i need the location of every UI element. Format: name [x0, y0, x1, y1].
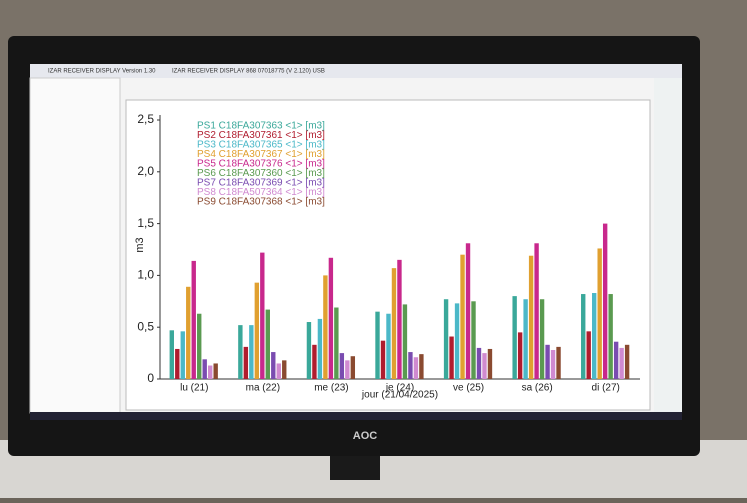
x-tick-label: me (23) — [314, 383, 348, 394]
x-tick-label: sa (26) — [522, 383, 553, 394]
y-tick-label: 2,5 — [137, 112, 154, 126]
bar — [613, 341, 619, 379]
y-tick-label: 0 — [147, 371, 154, 385]
bar — [175, 348, 180, 379]
bar — [391, 268, 397, 379]
bar — [624, 344, 630, 379]
bar — [249, 325, 254, 379]
bar — [512, 296, 517, 379]
y-tick-label: 0,5 — [137, 319, 154, 333]
bar — [328, 257, 334, 379]
bar — [592, 293, 597, 379]
bar — [323, 275, 328, 379]
legend-entry: PS7 C18FA307369 <1> [m3] — [197, 178, 325, 189]
y-axis-label: m3 — [134, 237, 146, 252]
tree-panel — [29, 77, 121, 414]
bar — [482, 353, 487, 379]
bar — [386, 313, 391, 379]
bar — [202, 359, 207, 379]
bar — [597, 248, 602, 379]
bar — [539, 299, 545, 379]
bar — [317, 318, 323, 379]
bar — [238, 325, 243, 379]
bar — [402, 304, 408, 379]
bar — [312, 344, 317, 379]
bar — [306, 322, 312, 379]
legend-entry: PS3 C18FA307365 <1> [m3] — [197, 140, 325, 151]
bar — [534, 243, 539, 379]
legend-entry: PS6 C18FA307360 <1> [m3] — [197, 168, 325, 179]
bar — [471, 301, 476, 379]
bar — [260, 252, 265, 379]
bar — [197, 313, 202, 379]
bar — [454, 303, 460, 379]
x-axis-label: jour (21/04/2025) — [361, 390, 438, 401]
bar — [523, 299, 528, 379]
bar — [350, 356, 356, 379]
legend-entry: PS2 C18FA307361 <1> [m3] — [197, 130, 325, 141]
x-tick-label: lu (21) — [180, 383, 208, 394]
bar — [413, 357, 419, 379]
x-tick-label: ma (22) — [246, 383, 280, 394]
bar — [339, 353, 345, 379]
side-toolbar — [654, 78, 682, 412]
bar — [408, 352, 413, 379]
bar — [465, 243, 471, 379]
window-status: IZAR RECEIVER DISPLAY 868 07018775 (V 2.… — [172, 69, 325, 75]
bar — [282, 360, 287, 379]
bar — [265, 309, 270, 379]
bar — [191, 260, 196, 379]
title-bar — [30, 64, 682, 78]
bar — [517, 332, 523, 379]
bar — [334, 307, 339, 379]
bar — [443, 299, 449, 379]
bar — [271, 352, 276, 379]
bar — [276, 363, 281, 379]
bar — [380, 340, 386, 379]
bar — [345, 360, 350, 379]
bar — [254, 282, 260, 379]
bar — [581, 294, 586, 379]
taskbar — [30, 412, 682, 420]
legend-entry: PS8 C18FA507364 <1> [m3] — [197, 187, 325, 198]
bar — [208, 365, 213, 379]
monitor-brand: AOC — [353, 430, 378, 442]
bar — [186, 286, 191, 379]
bar — [556, 346, 561, 379]
bar — [476, 347, 482, 379]
bar — [169, 330, 174, 379]
bar — [586, 331, 591, 379]
bar — [375, 311, 380, 379]
y-tick-label: 2,0 — [137, 164, 154, 178]
bar — [528, 255, 534, 379]
y-tick-label: 1,5 — [137, 216, 154, 230]
bar — [487, 348, 493, 379]
bar — [397, 259, 402, 379]
legend-entry: PS4 C18FA307367 <1> [m3] — [197, 149, 325, 160]
y-tick-label: 1,0 — [137, 268, 154, 282]
bar — [419, 354, 424, 379]
x-tick-label: di (27) — [592, 383, 620, 394]
bar — [550, 349, 556, 379]
bar — [180, 331, 185, 379]
legend-entry: PS1 C18FA307363 <1> [m3] — [197, 121, 325, 132]
bar — [608, 294, 613, 379]
bar — [449, 336, 454, 379]
legend-entry: PS5 C18FA307376 <1> [m3] — [197, 159, 325, 170]
bar — [460, 254, 465, 379]
x-tick-label: ve (25) — [453, 383, 484, 394]
bar — [243, 346, 249, 379]
window-title: IZAR RECEIVER DISPLAY Version 1.30 — [48, 69, 156, 75]
bar — [545, 344, 550, 379]
x-tick-label: je (24) — [385, 383, 414, 394]
bar — [213, 363, 218, 379]
bar — [602, 223, 608, 379]
bar — [619, 347, 624, 379]
legend-entry: PS9 C18FA307368 <1> [m3] — [197, 197, 325, 208]
